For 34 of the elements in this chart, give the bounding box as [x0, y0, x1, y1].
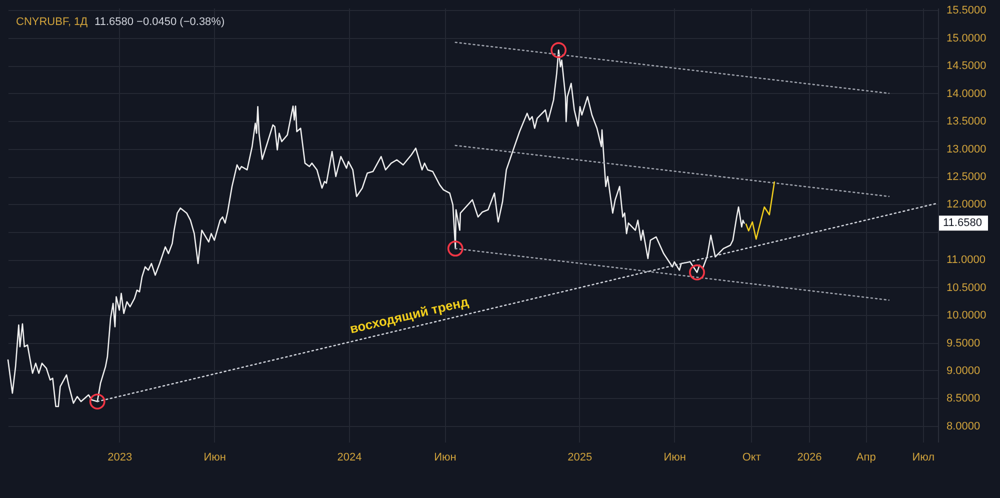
y-tick-label: 12.5000: [946, 171, 986, 183]
x-tick-label: Апр: [856, 452, 876, 464]
line-series: [7, 49, 745, 408]
y-tick-label: 11.0000: [946, 254, 986, 266]
text: CNYRUBF, 1Д: [16, 16, 88, 28]
y-tick-label: 14.5000: [946, 60, 986, 72]
x-tick-label: 2026: [797, 452, 822, 464]
text: 11.6580: [943, 217, 982, 230]
y-tick-label: 12.0000: [946, 198, 986, 211]
x-tick-label: Июн: [664, 452, 686, 464]
y-tick-label: 15.0000: [946, 32, 986, 44]
y-tick-label: 8.0000: [946, 420, 980, 432]
y-tick-label: 9.0000: [946, 365, 980, 377]
y-tick-label: 8.5000: [946, 392, 980, 405]
y-tick-label: 10.0000: [946, 310, 986, 322]
line-series: [745, 181, 776, 240]
x-tick-label: 2023: [108, 452, 132, 464]
point: [689, 264, 705, 280]
x-tick-label: Окт: [742, 452, 761, 464]
point: [447, 240, 464, 257]
y-tick-label: 15.5000: [946, 4, 986, 17]
x-tick-label: Июн: [434, 452, 456, 464]
x-tick-label: 2024: [337, 452, 362, 464]
y-tick-label: 13.5000: [946, 116, 986, 128]
x-tick-label: 2025: [568, 452, 592, 464]
y-tick-label: 9.5000: [946, 337, 980, 350]
x-tick-label: Июл: [912, 452, 935, 464]
point: [89, 394, 106, 410]
y-tick-label: 10.5000: [946, 282, 986, 294]
point: [550, 42, 567, 58]
y-tick-label: 13.0000: [946, 143, 986, 156]
x-tick-label: Июн: [204, 452, 226, 464]
text: 11.6580 −0.0450 (−0.38%): [94, 16, 225, 28]
y-tick-label: 14.0000: [946, 88, 986, 100]
